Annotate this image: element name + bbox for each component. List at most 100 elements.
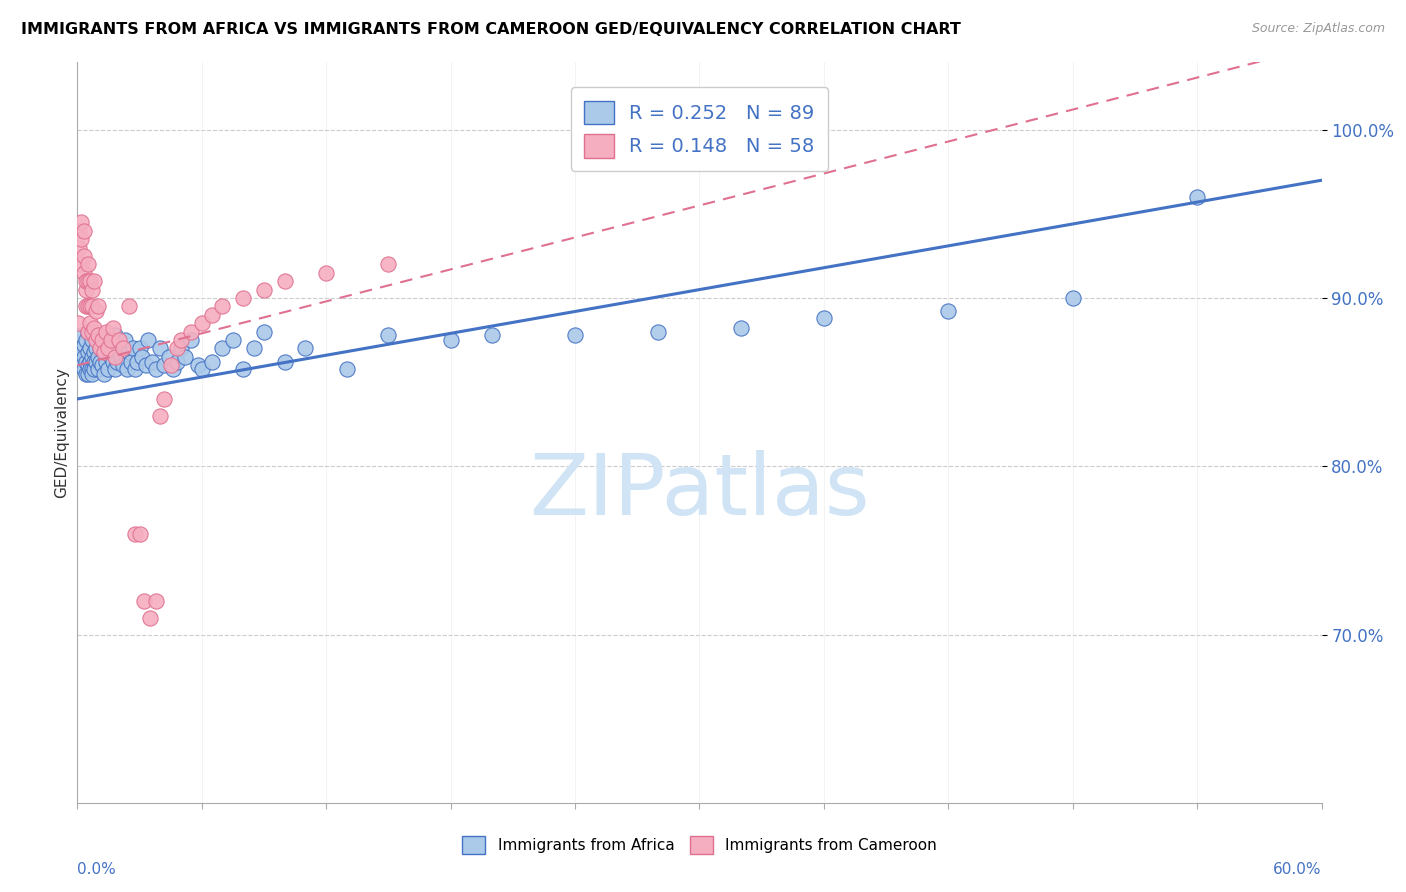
Point [128, 342, 150, 356]
Point [100, 342, 122, 356]
Point [180, 333, 202, 347]
Point [170, 333, 193, 347]
Point [84, 355, 107, 369]
Point [96, 342, 118, 356]
Point [1062, 291, 1084, 305]
Point [97, 342, 120, 356]
Point [813, 311, 835, 326]
Point [162, 361, 184, 376]
Point [730, 321, 752, 335]
Point [222, 333, 245, 347]
Point [72, 350, 94, 364]
Point [100, 350, 122, 364]
Point [180, 325, 202, 339]
Point [105, 355, 128, 369]
Point [67, 241, 90, 255]
Point [80, 300, 103, 314]
Point [101, 355, 124, 369]
Point [97, 333, 120, 347]
Point [93, 344, 115, 359]
Point [153, 392, 176, 406]
Point [118, 300, 141, 314]
Point [91, 333, 114, 347]
Point [132, 594, 155, 608]
Point [174, 350, 197, 364]
Point [76, 325, 98, 339]
Point [75, 283, 97, 297]
Point [145, 361, 167, 376]
Point [211, 342, 233, 356]
Point [122, 342, 145, 356]
Point [166, 342, 188, 356]
Point [201, 355, 224, 369]
Point [76, 274, 98, 288]
Point [110, 350, 132, 364]
Point [76, 359, 98, 373]
Point [75, 367, 97, 381]
Point [91, 359, 114, 373]
Point [67, 224, 90, 238]
Point [201, 308, 224, 322]
Point [124, 361, 146, 376]
Point [104, 361, 127, 376]
Point [75, 355, 97, 369]
Point [89, 342, 111, 356]
Point [100, 333, 122, 347]
Point [75, 300, 97, 314]
Point [253, 283, 276, 297]
Point [97, 361, 120, 376]
Text: 60.0%: 60.0% [1274, 862, 1322, 877]
Point [187, 359, 209, 373]
Point [80, 361, 103, 376]
Point [72, 266, 94, 280]
Text: ZIPatlas: ZIPatlas [529, 450, 870, 533]
Point [936, 304, 959, 318]
Point [294, 342, 316, 356]
Point [75, 274, 97, 288]
Point [190, 316, 214, 330]
Point [104, 350, 127, 364]
Point [79, 342, 101, 356]
Point [76, 300, 98, 314]
Point [149, 342, 172, 356]
Point [232, 291, 254, 305]
Point [104, 328, 127, 343]
Point [145, 594, 167, 608]
Point [124, 526, 146, 541]
Point [79, 300, 101, 314]
Point [87, 328, 110, 343]
Point [273, 355, 295, 369]
Point [67, 342, 90, 356]
Point [84, 304, 107, 318]
Point [80, 325, 103, 339]
Point [96, 325, 118, 339]
Text: 0.0%: 0.0% [77, 862, 117, 877]
Point [67, 316, 90, 330]
Point [111, 359, 134, 373]
Legend: Immigrants from Africa, Immigrants from Cameroon: Immigrants from Africa, Immigrants from … [454, 828, 945, 862]
Point [83, 344, 105, 359]
Point [377, 257, 399, 271]
Point [80, 367, 103, 381]
Point [87, 361, 110, 376]
Point [166, 355, 188, 369]
Point [170, 342, 193, 356]
Point [91, 333, 114, 347]
Point [153, 359, 176, 373]
Point [647, 325, 669, 339]
Point [128, 526, 150, 541]
Point [76, 367, 98, 381]
Point [242, 342, 264, 356]
Y-axis label: GED/Equivalency: GED/Equivalency [53, 368, 69, 498]
Point [273, 274, 295, 288]
Point [120, 355, 142, 369]
Point [101, 321, 124, 335]
Point [93, 344, 115, 359]
Point [83, 361, 105, 376]
Point [89, 342, 111, 356]
Point [96, 355, 118, 369]
Point [72, 361, 94, 376]
Point [481, 328, 503, 343]
Point [83, 321, 105, 335]
Text: Source: ZipAtlas.com: Source: ZipAtlas.com [1251, 22, 1385, 36]
